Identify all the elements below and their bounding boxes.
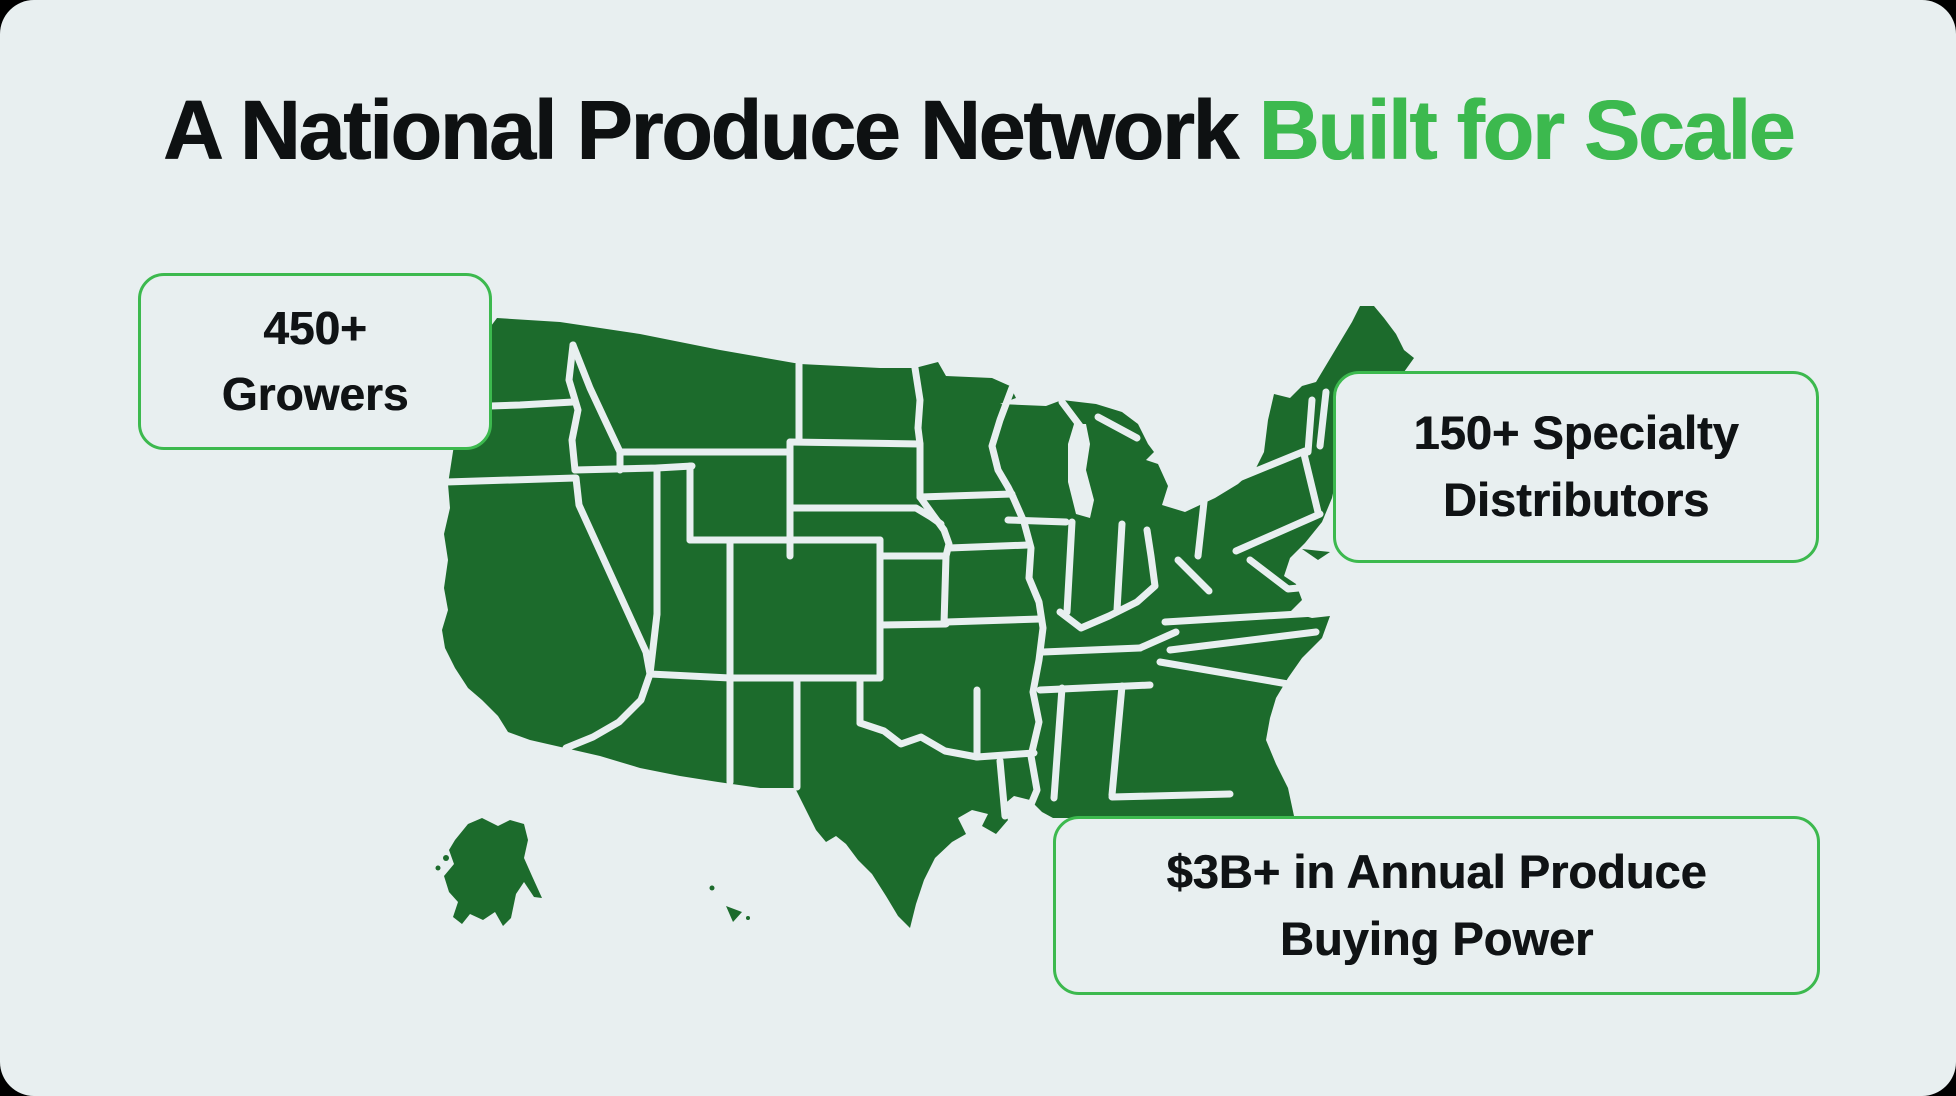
alaska-island — [435, 865, 441, 871]
alaska-shape — [444, 818, 542, 926]
state-borders — [442, 341, 1336, 820]
page-title-black: A National Produce Network — [162, 83, 1259, 177]
page-title-accent: Built for Scale — [1258, 83, 1795, 177]
callout-growers-value: 450+ — [263, 302, 367, 355]
hawaii-island — [746, 916, 750, 920]
callout-growers: 450+ Growers — [138, 273, 492, 450]
callout-distributors-label: Distributors — [1442, 473, 1710, 526]
hawaii-island — [726, 906, 742, 922]
long-island-shape — [1302, 549, 1330, 560]
callout-distributors-value: 150+ Specialty — [1413, 406, 1739, 460]
page-title: A National Produce Network Built for Sca… — [0, 88, 1956, 172]
alaska-island — [443, 855, 449, 861]
contiguous-us-shape — [442, 306, 1414, 928]
callout-growers-label: Growers — [221, 367, 409, 420]
callout-buying-power-value: $3B+ in Annual Produce — [1166, 844, 1707, 898]
lake-michigan — [1068, 424, 1094, 518]
callout-buying-power-label: Buying Power — [1279, 911, 1594, 965]
callout-buying-power: $3B+ in Annual Produce Buying Power — [1053, 816, 1820, 995]
callout-specialty-distributors: 150+ Specialty Distributors — [1333, 371, 1819, 563]
hawaii-island — [709, 885, 715, 891]
